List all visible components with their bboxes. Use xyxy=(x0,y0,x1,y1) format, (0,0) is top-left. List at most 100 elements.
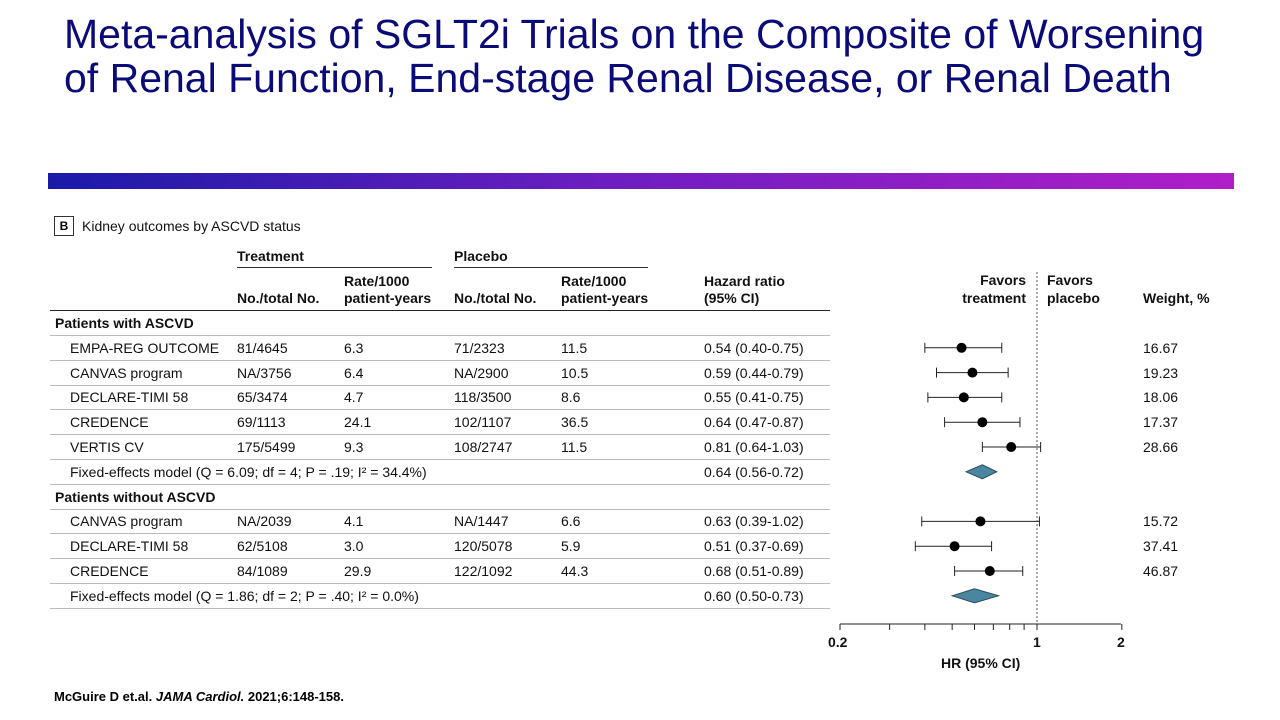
study-name: DECLARE-TIMI 58 xyxy=(70,538,189,555)
placebo-events: 71/2323 xyxy=(454,339,505,356)
study-name: VERTIS CV xyxy=(70,439,144,455)
placebo-events: 120/5078 xyxy=(454,538,513,555)
x-tick-label: 1 xyxy=(1033,634,1041,650)
placebo-events: 102/1107 xyxy=(454,414,512,431)
weight-value: 37.41 xyxy=(1143,538,1179,555)
treatment-events: 62/5108 xyxy=(237,538,288,555)
row-divider xyxy=(50,384,830,386)
header-treatment-no: No./total No. xyxy=(237,290,320,306)
header-favors-treatment1: Favors xyxy=(980,272,1026,288)
placebo-events: 122/1092 xyxy=(454,563,513,579)
citation: McGuire D et.al. JAMA Cardiol. 2021;6:14… xyxy=(54,689,344,704)
weight-value: 17.37 xyxy=(1143,414,1179,431)
treatment-events: 84/1089 xyxy=(237,563,288,579)
point-estimate xyxy=(984,566,995,576)
pooled-label: Fixed-effects model (Q = 6.09; df = 4; P… xyxy=(70,463,427,480)
treatment-rate: 6.3 xyxy=(344,339,364,356)
placebo-rate: 5.9 xyxy=(561,538,581,555)
weight-value: 15.72 xyxy=(1143,513,1179,530)
hazard-ratio: 0.63 (0.39-1.02) xyxy=(704,513,804,530)
treatment-events: 81/4645 xyxy=(237,339,288,356)
hazard-ratio: 0.59 (0.44-0.79) xyxy=(704,364,804,381)
placebo-rate: 11.5 xyxy=(561,339,588,356)
point-estimate xyxy=(975,516,986,527)
hazard-ratio: 0.64 (0.56-0.72) xyxy=(704,463,804,480)
hazard-ratio: 0.64 (0.47-0.87) xyxy=(704,414,804,431)
point-estimate xyxy=(977,417,988,428)
treatment-events: 175/5499 xyxy=(237,439,296,455)
header-placebo-rate1: Rate/1000 xyxy=(561,273,627,289)
weight-value: 19.23 xyxy=(1143,364,1179,381)
header-favors-placebo2: placebo xyxy=(1047,290,1100,306)
placebo-rate: 36.5 xyxy=(561,414,589,431)
treatment-rate: 3.0 xyxy=(344,538,364,555)
row-divider xyxy=(50,533,830,535)
row-divider xyxy=(50,607,830,609)
treatment-rate: 4.1 xyxy=(344,513,364,530)
point-estimate xyxy=(956,342,967,353)
study-name: CANVAS program xyxy=(70,364,183,381)
treatment-events: NA/2039 xyxy=(237,513,292,530)
placebo-events: 108/2747 xyxy=(454,439,513,455)
point-estimate xyxy=(1006,442,1017,452)
hazard-ratio: 0.54 (0.40-0.75) xyxy=(704,339,804,356)
study-name: CREDENCE xyxy=(70,563,149,579)
row-divider xyxy=(50,459,830,460)
citation-journal: JAMA Cardiol. xyxy=(155,689,245,704)
placebo-rate: 44.3 xyxy=(561,563,589,579)
hazard-ratio: 0.81 (0.64-1.03) xyxy=(704,439,804,455)
placebo-events: 118/3500 xyxy=(454,389,512,406)
panel-title: Kidney outcomes by ASCVD status xyxy=(82,218,301,234)
x-tick-label: 2 xyxy=(1117,634,1125,650)
header-hr1: Hazard ratio xyxy=(704,273,785,289)
treatment-events: 69/1113 xyxy=(237,414,286,431)
point-estimate xyxy=(949,541,960,552)
header-treatment-rate2: patient-years xyxy=(344,290,432,306)
row-divider xyxy=(50,508,830,510)
weight-value: 18.06 xyxy=(1143,389,1179,406)
point-estimate xyxy=(967,367,978,378)
x-tick-label: 0.2 xyxy=(828,634,848,650)
header-hr2: (95% CI) xyxy=(704,290,760,306)
placebo-rate: 6.6 xyxy=(561,513,581,530)
treatment-rate: 9.3 xyxy=(344,439,364,455)
placebo-events: NA/1447 xyxy=(454,513,509,530)
placebo-rate: 8.6 xyxy=(561,389,581,406)
group-label: Patients with ASCVD xyxy=(55,315,194,331)
header-weight: Weight, % xyxy=(1143,290,1210,306)
hazard-ratio: 0.55 (0.41-0.75) xyxy=(704,389,804,406)
row-divider xyxy=(50,434,830,436)
weight-value: 46.87 xyxy=(1143,563,1179,579)
header-favors-placebo1: Favors xyxy=(1047,272,1093,288)
placebo-events: NA/2900 xyxy=(454,364,509,381)
study-name: CREDENCE xyxy=(70,414,149,431)
treatment-events: 65/3474 xyxy=(237,389,288,406)
row-divider xyxy=(50,558,830,560)
treatment-events: NA/3756 xyxy=(237,364,292,381)
hazard-ratio: 0.60 (0.50-0.73) xyxy=(704,587,804,604)
study-name: EMPA-REG OUTCOME xyxy=(70,339,220,356)
citation-authors: McGuire D et.al. xyxy=(54,689,153,704)
title-divider-bar xyxy=(48,173,1234,189)
hazard-ratio: 0.51 (0.37-0.69) xyxy=(704,538,804,555)
treatment-rate: 4.7 xyxy=(344,389,364,406)
header-treatment-rate1: Rate/1000 xyxy=(344,273,410,289)
weight-value: 28.66 xyxy=(1143,439,1179,455)
header-placebo: Placebo xyxy=(454,248,508,264)
pooled-label: Fixed-effects model (Q = 1.86; df = 2; P… xyxy=(70,587,419,604)
treatment-rate: 24.1 xyxy=(344,414,372,431)
x-axis-label: HR (95% CI) xyxy=(941,655,1021,671)
citation-ref: 2021;6:148-158. xyxy=(247,689,344,704)
treatment-rate: 29.9 xyxy=(344,563,372,579)
row-divider xyxy=(50,335,830,336)
panel-letter: B xyxy=(54,216,74,236)
placebo-rate: 10.5 xyxy=(561,364,589,381)
placebo-rate: 11.5 xyxy=(561,439,588,455)
header-placebo-no: No./total No. xyxy=(454,290,537,306)
row-divider xyxy=(50,409,830,411)
hazard-ratio: 0.68 (0.51-0.89) xyxy=(704,563,804,579)
point-estimate xyxy=(958,392,969,403)
treatment-rate: 6.4 xyxy=(344,364,364,381)
slide-title: Meta-analysis of SGLT2i Trials on the Co… xyxy=(64,11,1205,101)
